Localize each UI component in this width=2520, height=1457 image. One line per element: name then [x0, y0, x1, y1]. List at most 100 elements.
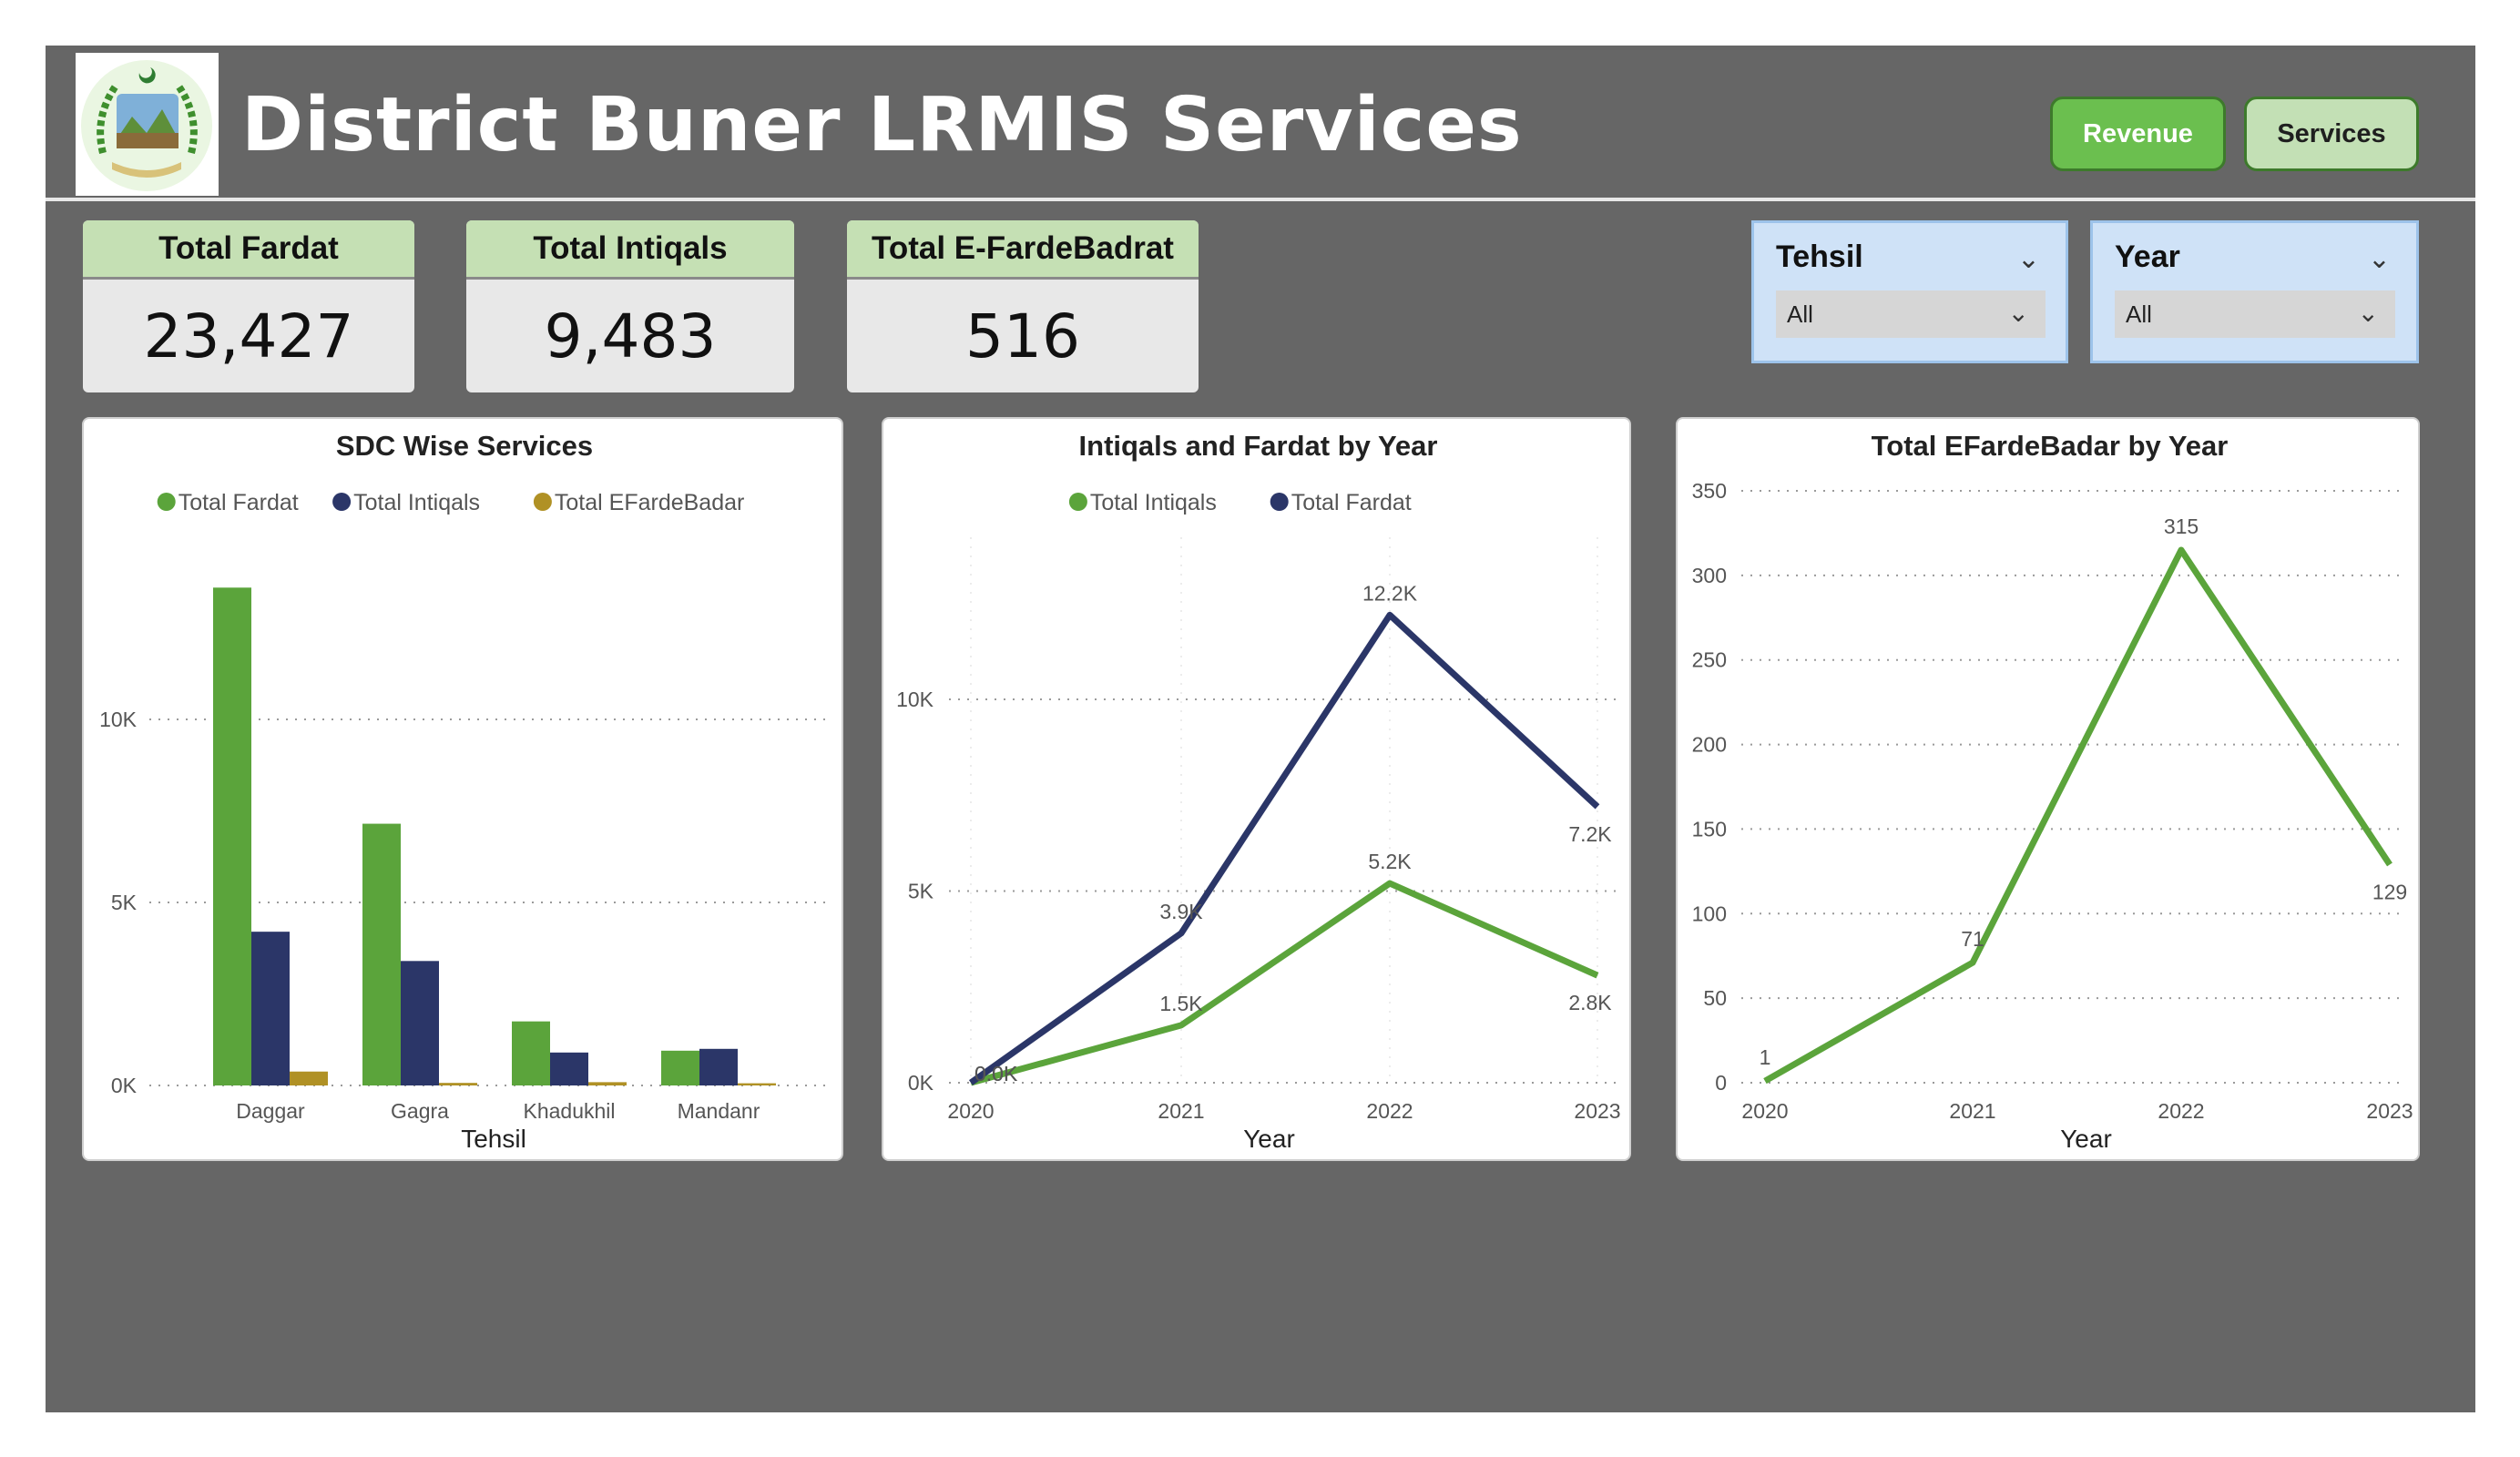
bar — [550, 1052, 588, 1085]
y-tick-label: 5K — [111, 891, 138, 914]
legend-marker — [157, 493, 176, 511]
data-label: 129 — [2372, 880, 2407, 903]
chevron-down-icon: ⌄ — [2007, 299, 2029, 327]
x-tick-label: 2020 — [1741, 1099, 1788, 1123]
series-line — [1763, 546, 2392, 1085]
y-tick-label: 0K — [908, 1071, 934, 1095]
y-tick-label: 350 — [1692, 479, 1727, 503]
kpi-label: Total Fardat — [83, 220, 414, 280]
bar — [401, 961, 439, 1085]
chart-title: Total EFardeBadar by Year — [1872, 430, 2229, 462]
y-tick-label: 200 — [1692, 733, 1727, 757]
slicer-title: Year — [2115, 239, 2180, 274]
kpi-label: Total E-FardeBadrat — [847, 220, 1199, 280]
bar — [251, 932, 290, 1085]
y-tick-label: 10K — [896, 688, 934, 711]
x-tick-label: Khadukhil — [523, 1099, 615, 1123]
legend-label: Total Fardat — [179, 490, 299, 515]
efardebadar-by-year-chart[interactable]: Total EFardeBadar by Year 0 50 100 150 200 250… — [1676, 417, 2420, 1161]
services-button[interactable]: Services — [2244, 97, 2419, 171]
dropdown-value: All — [1787, 300, 1813, 328]
kpi-value: 516 — [965, 301, 1080, 372]
data-label: 315 — [2164, 515, 2199, 538]
chevron-down-icon: ⌄ — [2357, 299, 2379, 327]
kpi-card-total-intiqals: Total Intiqals 9,483 — [466, 220, 794, 392]
year-slicer[interactable]: Year ⌄ All ⌄ — [2090, 220, 2419, 363]
legend-label: Total Intiqals — [353, 490, 480, 515]
bar — [661, 1050, 699, 1085]
data-label: 0.0K — [974, 1062, 1018, 1085]
x-tick-label: 2022 — [2158, 1099, 2204, 1123]
x-axis-title: Year — [1243, 1125, 1295, 1153]
x-tick-label: 2022 — [1366, 1099, 1413, 1123]
kpi-value: 23,427 — [143, 301, 354, 372]
line-chart: Intiqals and Fardat by Year Total Intiqal… — [896, 430, 1621, 1153]
y-tick-label: 150 — [1692, 817, 1727, 841]
legend-label: Total Fardat — [1291, 490, 1412, 515]
chart-title: Intiqals and Fardat by Year — [1079, 430, 1438, 462]
data-label: 71 — [1961, 927, 1984, 951]
x-tick-label: 2020 — [947, 1099, 994, 1123]
x-tick-label: 2021 — [1949, 1099, 1995, 1123]
x-tick-label: 2023 — [1574, 1099, 1620, 1123]
x-tick-label: Mandanr — [678, 1099, 760, 1123]
kpi-value: 9,483 — [544, 301, 717, 372]
y-tick-label: 250 — [1692, 648, 1727, 672]
y-tick-label: 10K — [99, 708, 138, 731]
tehsil-slicer[interactable]: Tehsil ⌄ All ⌄ — [1751, 220, 2068, 363]
x-axis-title: Year — [2060, 1125, 2112, 1153]
y-tick-label: 100 — [1692, 902, 1727, 925]
slicer-title: Tehsil — [1776, 239, 1863, 274]
series-line — [970, 880, 1599, 1086]
legend-marker — [1068, 493, 1087, 511]
bar — [588, 1082, 627, 1085]
data-label: 1.5K — [1159, 992, 1203, 1015]
data-label: 0.0K — [974, 1062, 1018, 1085]
x-tick-label: 2021 — [1158, 1099, 1204, 1123]
x-axis-title: Tehsil — [461, 1125, 526, 1153]
intiqals-fardat-by-year-chart[interactable]: Intiqals and Fardat by Year Total Intiqal… — [882, 417, 1631, 1161]
district-seal-logo — [76, 53, 219, 196]
y-tick-label: 0K — [111, 1074, 138, 1097]
chart-title: SDC Wise Services — [336, 430, 593, 462]
bar — [439, 1083, 477, 1085]
legend-label: Total EFardeBadar — [555, 490, 744, 515]
legend-marker — [1270, 493, 1289, 511]
chevron-down-icon[interactable]: ⌄ — [2016, 244, 2040, 274]
bar-chart: SDC Wise Services Total Fardat Total Intiq… — [99, 430, 829, 1153]
bar — [362, 823, 401, 1085]
y-tick-label: 5K — [908, 880, 934, 903]
y-tick-label: 300 — [1692, 564, 1727, 587]
legend-marker — [332, 493, 352, 511]
data-label: 7.2K — [1568, 822, 1612, 846]
bar — [512, 1021, 550, 1085]
revenue-button[interactable]: Revenue — [2050, 97, 2226, 171]
year-dropdown[interactable]: All ⌄ — [2115, 290, 2395, 338]
bar — [290, 1071, 328, 1085]
legend-marker — [533, 493, 552, 511]
bar — [213, 587, 251, 1085]
x-tick-label: Daggar — [236, 1099, 305, 1123]
data-label: 5.2K — [1368, 850, 1412, 873]
kpi-card-total-fardat: Total Fardat 23,427 — [83, 220, 414, 392]
series-line — [968, 611, 1600, 1085]
header-divider — [46, 198, 2475, 201]
dropdown-value: All — [2126, 300, 2152, 328]
sdc-wise-services-chart[interactable]: SDC Wise Services Total Fardat Total Intiq… — [82, 417, 843, 1161]
bar — [699, 1048, 738, 1085]
tehsil-dropdown[interactable]: All ⌄ — [1776, 290, 2046, 338]
kpi-card-total-efardebadrat: Total E-FardeBadrat 516 — [847, 220, 1199, 392]
data-label: 12.2K — [1362, 581, 1418, 605]
x-tick-label: 2023 — [2366, 1099, 2413, 1123]
data-label: 3.9K — [1159, 900, 1203, 923]
data-label: 2.8K — [1568, 991, 1612, 1014]
chevron-down-icon[interactable]: ⌄ — [2367, 244, 2391, 274]
kpi-label: Total Intiqals — [466, 220, 794, 280]
page-title: District Buner LRMIS Services — [241, 82, 1523, 168]
y-tick-label: 0 — [1715, 1071, 1727, 1095]
x-tick-label: Gagra — [391, 1099, 449, 1123]
legend-label: Total Intiqals — [1090, 490, 1217, 515]
bar — [738, 1083, 776, 1085]
line-chart: Total EFardeBadar by Year 0 50 100 150 200 250… — [1692, 430, 2413, 1153]
y-tick-label: 50 — [1703, 986, 1727, 1010]
